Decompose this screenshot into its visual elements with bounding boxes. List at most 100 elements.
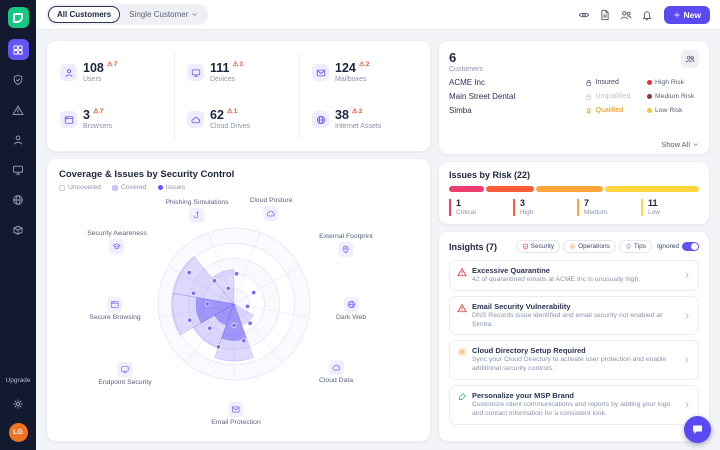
legend-issues[interactable]: Issues — [157, 184, 186, 191]
sidebar-item-security[interactable] — [8, 69, 29, 90]
stat-label: Browsers — [83, 123, 113, 131]
stat-body: 3 ⚠ 7 Browsers — [83, 107, 113, 131]
box-icon — [12, 224, 24, 236]
customer-row-acme[interactable]: ACME Inc Insured High Risk — [449, 78, 699, 87]
external-footprint-icon — [338, 242, 354, 257]
risk-legend-medium: Medium Risk — [647, 93, 699, 100]
email-protection-icon — [228, 402, 244, 417]
insight-body: Cloud Directory Setup Required Sync your… — [472, 346, 678, 374]
insight-title: Cloud Directory Setup Required — [472, 346, 586, 356]
ignored-toggle[interactable] — [682, 242, 699, 251]
stat-value: 62 — [210, 107, 224, 122]
app-logo[interactable] — [7, 7, 29, 28]
risk-value: 1 — [456, 198, 462, 208]
dark-web-icon — [343, 297, 359, 312]
alert-count: 7 — [99, 107, 104, 115]
stat-mailboxes[interactable]: 124 ⚠ 2 Mailboxes — [299, 49, 430, 96]
chevron-right-icon — [683, 401, 691, 409]
user-avatar[interactable]: LG — [8, 423, 28, 442]
sidebar-item-academy[interactable] — [8, 219, 29, 240]
chat-button[interactable] — [684, 416, 711, 443]
filter-tips[interactable]: Tips — [618, 240, 652, 253]
settings-button[interactable] — [8, 393, 29, 414]
legend-uncovered[interactable]: Uncovered — [59, 184, 101, 191]
coverage-radar-chart — [157, 227, 311, 381]
risk-tile-medium[interactable]: 7 Medium — [577, 198, 635, 216]
stat-value: 38 — [335, 107, 349, 122]
reports-icon[interactable] — [599, 9, 611, 21]
stat-label: Users — [83, 76, 102, 84]
show-all-link[interactable]: Show All — [661, 140, 699, 149]
dashboard-grid-icon — [12, 44, 24, 56]
insight-cloud-directory-setup[interactable]: Cloud Directory Setup Required Sync your… — [449, 340, 699, 381]
alert-count: 1 — [233, 107, 238, 115]
security-awareness-icon — [109, 239, 125, 254]
insight-excessive-quarantine[interactable]: Excessive Quarantine 42 of quarantined e… — [449, 260, 699, 291]
sidebar-item-issues[interactable] — [8, 99, 29, 120]
single-customer-tab[interactable]: Single Customer — [121, 7, 206, 22]
legend-covered[interactable]: Covered — [111, 184, 147, 191]
view-mode-icon[interactable] — [578, 9, 590, 21]
customer-name: Simba — [449, 106, 472, 115]
covered-swatch — [111, 184, 118, 191]
tips-bulb-icon — [625, 243, 632, 250]
customer-row-main-street-dental[interactable]: Main Street Dental Unqualified Medium Ri… — [449, 92, 699, 101]
person-icon — [12, 134, 24, 146]
risk-tile-low[interactable]: 11 Low — [641, 198, 699, 216]
topbar: All Customers Single Customer New — [36, 0, 720, 30]
customers-icon[interactable] — [681, 50, 699, 68]
customers-header: 6 Customers — [449, 50, 699, 73]
filter-security[interactable]: Security — [515, 240, 561, 253]
insight-email-security-vulnerability[interactable]: Email Security Vulnerability DNS Records… — [449, 295, 699, 336]
customer-scope-toggle: All Customers Single Customer — [46, 4, 209, 25]
risk-tile-high[interactable]: 3 High — [513, 198, 571, 216]
phishing-icon — [189, 208, 205, 223]
all-customers-tab[interactable]: All Customers — [48, 6, 121, 23]
legend-label: Issues — [165, 184, 186, 191]
divider — [174, 53, 175, 139]
customer-row-simba[interactable]: Simba Qualified Low Risk — [449, 106, 699, 115]
stat-devices[interactable]: 111 ⚠ 3 Devices — [174, 49, 299, 96]
filter-operations[interactable]: Operations — [563, 240, 616, 253]
cloud-drives-icon — [187, 111, 204, 128]
warning-icon: ⚠ — [232, 60, 239, 68]
endpoint-security-icon — [117, 362, 133, 377]
logo-icon — [13, 12, 23, 23]
notifications-bell-icon[interactable] — [641, 9, 653, 21]
single-customer-label: Single Customer — [129, 10, 189, 19]
operations-gear-icon — [569, 243, 576, 250]
radar-axis-external-footprint: External Footprint — [319, 233, 373, 257]
monitor-icon — [12, 164, 24, 176]
status-label: Insured — [595, 79, 619, 86]
stat-browsers[interactable]: 3 ⚠ 7 Browsers — [47, 96, 174, 143]
axis-label-text: Cloud Data — [318, 377, 354, 384]
chevron-right-icon — [683, 271, 691, 279]
warning-icon: ⚠ — [351, 107, 358, 115]
customers-label: Customers — [449, 66, 483, 73]
sidebar-item-dashboard[interactable] — [7, 39, 29, 60]
customer-name: Main Street Dental — [449, 92, 516, 101]
alert-badge: ⚠ 2 — [359, 61, 369, 69]
radar-axis-security-awareness: Security Awareness — [87, 230, 147, 254]
customer-name: ACME Inc — [449, 78, 486, 87]
stat-internet-assets[interactable]: 38 ⚠ 2 Internet Assets — [299, 96, 430, 143]
gear-icon — [12, 398, 24, 410]
radar-axis-cloud-data: Cloud Data — [319, 360, 353, 384]
upgrade-link[interactable]: Upgrade — [5, 377, 31, 384]
customer-status: Unqualified — [585, 93, 647, 101]
sidebar-item-devices[interactable] — [8, 159, 29, 180]
risk-tile-critical[interactable]: 1 Critical — [449, 198, 507, 216]
insights-title: Insights (7) — [449, 241, 498, 252]
coverage-title: Coverage & Issues by Security Control — [59, 169, 235, 180]
issues-by-risk-card: Issues by Risk (22) 1 Critical 3 High 7 … — [438, 161, 710, 225]
coverage-card: Coverage & Issues by Security Control Un… — [46, 158, 431, 442]
stat-users[interactable]: 108 ⚠ 7 Users — [47, 49, 174, 96]
stat-body: 111 ⚠ 3 Devices — [210, 60, 243, 83]
sidebar-item-users[interactable] — [8, 129, 29, 150]
new-button[interactable]: New — [663, 5, 710, 24]
community-icon[interactable] — [620, 9, 632, 21]
stat-value: 111 — [210, 60, 230, 75]
insight-personalize-msp-brand[interactable]: Personalize your MSP Brand Customize cli… — [449, 385, 699, 425]
stat-cloud-drives[interactable]: 62 ⚠ 1 Cloud Drives — [174, 96, 299, 143]
sidebar-item-web[interactable] — [8, 189, 29, 210]
